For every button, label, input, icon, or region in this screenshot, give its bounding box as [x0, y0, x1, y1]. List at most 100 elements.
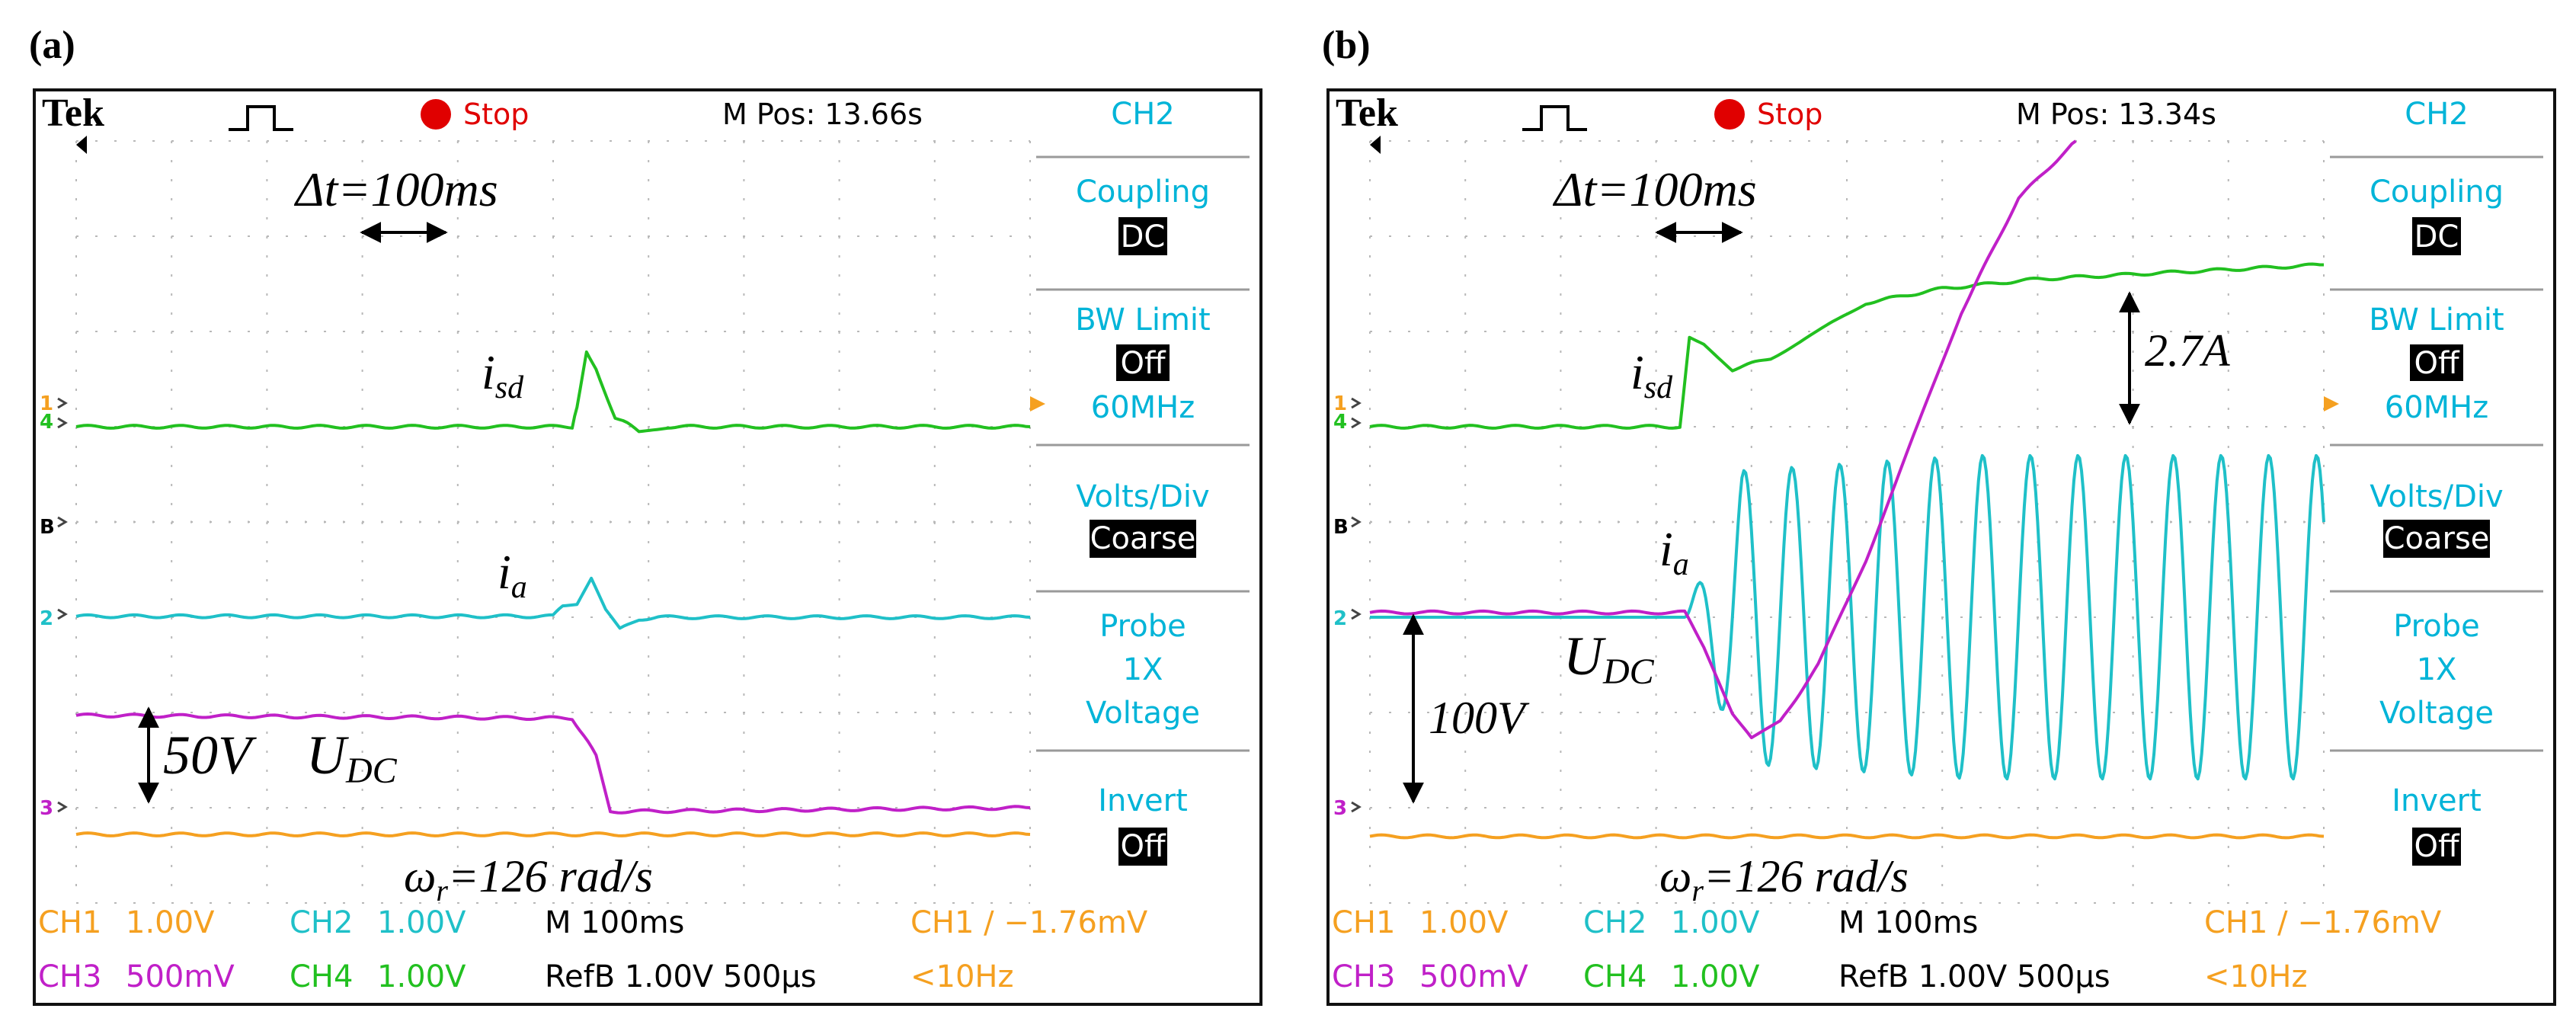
ch3-name: CH3	[38, 959, 101, 994]
trigger-level-arrow-icon	[2324, 396, 2339, 411]
pulse-trigger-icon	[1522, 105, 1587, 131]
invert-button[interactable]	[2412, 828, 2461, 866]
ch2-scale: 1.00V	[377, 905, 466, 940]
trace-ch1	[1369, 833, 2325, 840]
bw-limit-value: Off	[2414, 346, 2459, 381]
ref-readout: RefB 1.00V 500µs	[545, 959, 817, 994]
ch2-scale: 1.00V	[1671, 905, 1760, 940]
pulse-trigger-icon	[229, 105, 293, 131]
horizontal-position-arrow-icon	[1370, 136, 1381, 154]
probe-label: Probe	[2393, 609, 2479, 644]
volts-div-label: Volts/Div	[2370, 479, 2503, 514]
m-pos-readout: M Pos: 13.34s	[2016, 98, 2216, 131]
ch1-scale: 1.00V	[1419, 905, 1509, 940]
trigger-frequency: <10Hz	[910, 959, 1014, 994]
coupling-label: Coupling	[2370, 175, 2504, 210]
refb-marker: B	[1333, 516, 1349, 539]
run-state: Stop	[1757, 98, 1822, 131]
ch2-marker: 2	[1333, 607, 1347, 630]
isd-label: isd	[482, 345, 524, 405]
panel-a-label: (a)	[29, 24, 75, 67]
volts-div-value: Coarse	[2384, 521, 2490, 556]
bw-limit-button[interactable]	[1116, 344, 1170, 381]
run-state: Stop	[463, 98, 529, 131]
coupling-value: DC	[2414, 219, 2459, 255]
ch3-marker: 3	[40, 797, 53, 820]
isd-label: isd	[1630, 345, 1673, 405]
trace-ch3	[75, 712, 1031, 815]
invert-label: Invert	[2392, 783, 2482, 818]
isd-step-label: 2.7A	[2145, 325, 2230, 376]
trace-ch2	[1370, 453, 2325, 781]
timebase: M 100ms	[545, 905, 684, 940]
status-readout: CH1 1.00V CH2 1.00V M 100ms CH1 ∕ −1.76m…	[38, 905, 1148, 994]
volts-div-button[interactable]	[1090, 520, 1196, 558]
probe-value: 1X	[1123, 652, 1163, 687]
omega-label: ωr=126 rad/s	[404, 851, 653, 908]
timebase: M 100ms	[1838, 905, 1978, 940]
bw-limit-button[interactable]	[2410, 344, 2463, 381]
ch3-marker: 3	[1333, 797, 1347, 820]
scope-panel-b: Tek Stop M Pos: 13.34s 1 4 B 2 3 Δt=100m…	[1326, 88, 2556, 1006]
trace-ch2	[75, 576, 1031, 630]
ch4-name: CH4	[1583, 959, 1646, 994]
volts-div-button[interactable]	[2383, 520, 2490, 558]
ch1-name: CH1	[38, 905, 101, 940]
delta-t-label: Δt=100ms	[293, 162, 498, 216]
delta-t-label: Δt=100ms	[1552, 162, 1757, 216]
coupling-value: DC	[1121, 219, 1166, 255]
omega-label: ωr=126 rad/s	[1659, 851, 1909, 908]
ia-label: ia	[1659, 522, 1689, 582]
bw-limit-label: BW Limit	[2369, 303, 2504, 338]
probe-type: Voltage	[2379, 696, 2494, 731]
invert-value: Off	[1120, 829, 1166, 864]
invert-label: Invert	[1098, 783, 1188, 818]
ref-readout: RefB 1.00V 500µs	[1838, 959, 2110, 994]
menu-channel-title: CH2	[2405, 97, 2468, 132]
ch4-marker: 4	[1333, 411, 1347, 434]
coupling-button[interactable]	[2412, 217, 2461, 255]
probe-label: Probe	[1099, 609, 1186, 644]
menu-channel-title: CH2	[1111, 97, 1174, 132]
ch3-scale: 500mV	[126, 959, 235, 994]
ch2-name: CH2	[290, 905, 353, 940]
udc-step-label: 50V	[163, 725, 257, 786]
ch3-scale: 500mV	[1419, 959, 1528, 994]
stop-indicator-icon	[421, 99, 451, 130]
ch4-scale: 1.00V	[377, 959, 466, 994]
status-readout: CH1 1.00V CH2 1.00V M 100ms CH1 ∕ −1.76m…	[1332, 905, 2442, 994]
ch4-scale: 1.00V	[1671, 959, 1760, 994]
trigger-readout: CH1 ∕ −1.76mV	[910, 905, 1148, 940]
ch4-marker: 4	[40, 411, 53, 434]
coupling-label: Coupling	[1076, 175, 1210, 210]
channel-menu: CH2 Coupling DC BW Limit Off 60MHz Volts…	[1036, 97, 1250, 866]
udc-label: UDC	[1563, 626, 1655, 692]
coupling-button[interactable]	[1118, 217, 1167, 255]
volts-div-label: Volts/Div	[1076, 479, 1209, 514]
tek-logo: Tek	[42, 91, 104, 135]
ch3-name: CH3	[1332, 959, 1395, 994]
ch1-marker: 1	[40, 392, 53, 415]
invert-button[interactable]	[1118, 828, 1167, 866]
ch2-marker: 2	[40, 607, 53, 630]
refb-marker: B	[40, 516, 55, 539]
trigger-readout: CH1 ∕ −1.76mV	[2204, 905, 2442, 940]
scope-panel-a: Tek Stop M Pos: 13.66s 1 4 B 2 3 Δt=100m…	[33, 88, 1262, 1006]
channel-menu: CH2 Coupling DC BW Limit Off 60MHz Volts…	[2330, 97, 2543, 866]
ch4-name: CH4	[290, 959, 353, 994]
ch2-name: CH2	[1583, 905, 1646, 940]
trigger-level-arrow-icon	[1030, 396, 1045, 411]
trace-ch3	[1369, 139, 2077, 740]
probe-value: 1X	[2417, 652, 2457, 687]
trace-ch4	[1369, 262, 2324, 430]
bw-limit-value: Off	[1120, 346, 1166, 381]
ch1-name: CH1	[1332, 905, 1395, 940]
udc-step-label: 100V	[1429, 693, 1530, 743]
bw-limit-label: BW Limit	[1075, 303, 1210, 338]
ch1-scale: 1.00V	[126, 905, 215, 940]
trace-ch1	[75, 831, 1031, 837]
horizontal-position-arrow-icon	[76, 136, 87, 154]
bw-limit-frequency: 60MHz	[1091, 390, 1195, 425]
bw-limit-frequency: 60MHz	[2385, 390, 2488, 425]
probe-type: Voltage	[1086, 696, 1200, 731]
